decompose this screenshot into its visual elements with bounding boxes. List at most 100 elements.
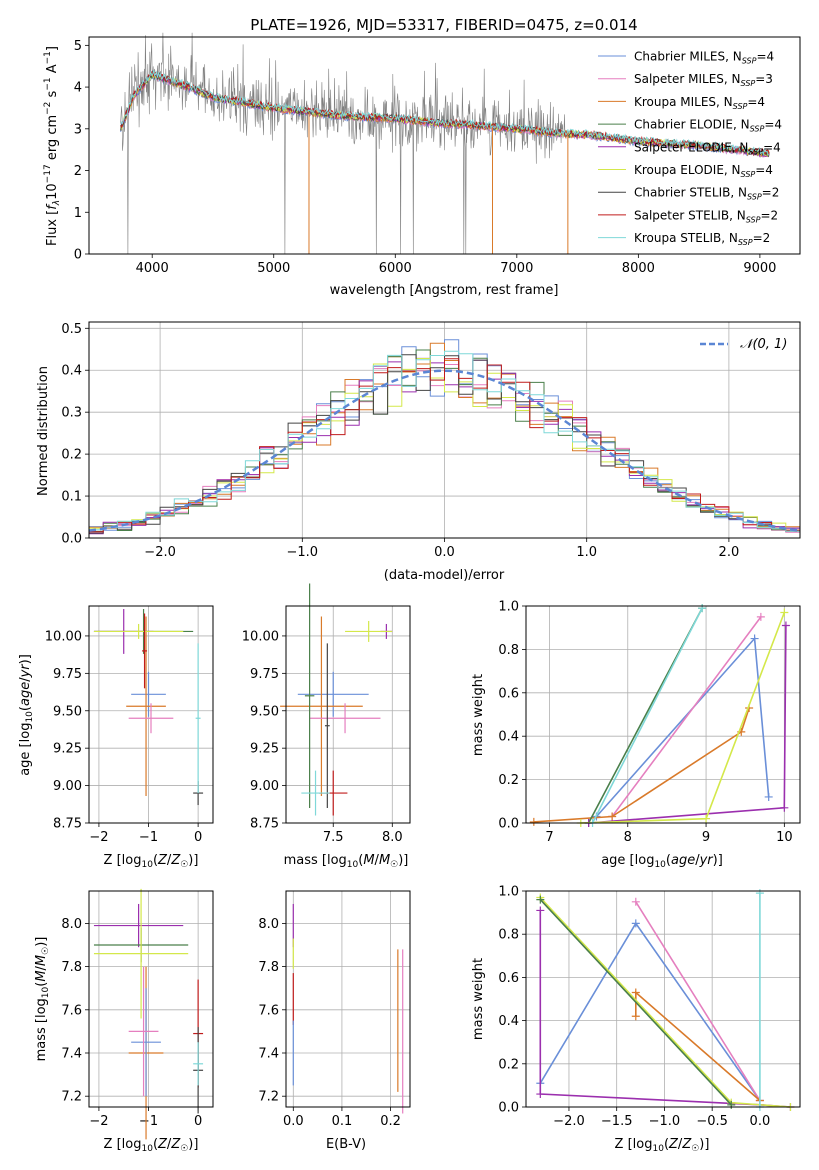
y-tick-label: 1 [74,206,82,221]
weight-marker [536,895,545,904]
x-tick-label: 0.2 [380,1114,401,1129]
y-tick-label: 0.8 [498,928,519,943]
legend-label: Chabrier STELIB, NSSP=2 [634,186,779,202]
x-tick-label: −2.0 [553,1114,585,1129]
y-tick-label: 9.25 [53,742,82,757]
y-tick-label: 8.75 [53,817,82,832]
y-tick-label: 0.0 [61,532,82,547]
weight-marker [755,889,764,898]
age-vs-Z-panel: −2 −1 0 8.75 9.00 9.25 9.50 9.75 10.00 Z [log10(… [18,605,214,870]
weight-line [635,990,761,1102]
mass-vs-Z-panel: −2 −1 0 7.2 7.4 7.6 7.8 8.0 Z [log10(Z/Z☉)] mas… [34,888,214,1154]
axes-frame [285,890,411,1108]
y-tick-label: 7.2 [258,1090,279,1105]
y-tick-label: 0.5 [61,322,82,337]
y-tick-label: 0.8 [498,643,519,658]
spectrum-xlabel: wavelength [Angstrom, rest frame] [330,283,559,298]
y-tick-label: 0 [74,248,82,263]
axes-frame [525,890,801,1108]
weight-line [533,707,750,823]
y-tick-label: 9.75 [250,667,279,682]
age-Z-xlabel: Z [log10(Z/Z☉)] [104,853,199,870]
spectrum-legend: Chabrier MILES, NSSP=4 Salpeter MILES, NS… [598,50,782,247]
weight-marker [750,634,759,643]
y-tick-label: 4 [74,81,82,96]
weight-age-xlabel: age [log10(age/yr)] [601,853,723,870]
residuals-legend-label: 𝒩(0, 1) [740,337,787,352]
age-mass-xlabel: mass [log10(M/M☉)] [284,853,409,870]
weight-line [611,616,762,817]
spectrum-panel: PLATE=1926, MJD=53317, FIBERID=0475, z=0… [43,16,801,298]
weight-marker [702,814,711,823]
weight-marker [536,1090,545,1099]
weight-marker [608,812,617,821]
weight-line [539,896,791,1108]
legend-label: Kroupa MILES, NSSP=4 [634,95,765,111]
y-tick-label: 0.2 [498,773,519,788]
y-tick-label: 2 [74,164,82,179]
x-tick-label: −1 [139,1114,158,1129]
y-tick-label: 0.3 [61,406,82,421]
y-tick-label: 9.75 [53,667,82,682]
y-tick-label: 7.6 [61,1003,82,1018]
y-tick-label: 1.0 [498,885,519,900]
x-tick-label: 8000 [622,261,655,276]
model-line [120,70,770,156]
x-tick-label: 7.5 [323,830,344,845]
y-tick-label: 1.0 [498,600,519,615]
age-vs-mass-panel: 7.5 8.0 8.75 9.00 9.25 9.50 9.75 10.00 mass [lo… [242,583,411,870]
axes-frame [525,605,801,824]
y-tick-label: 0.6 [498,971,519,986]
axes-frame [88,890,214,1108]
y-tick-label: 7.6 [258,1003,279,1018]
x-tick-label: 0.0 [283,1114,304,1129]
x-tick-label: 0.1 [332,1114,353,1129]
y-tick-label: 3 [74,122,82,137]
y-tick-label: 9.00 [53,779,82,794]
weight-marker [780,608,789,617]
y-tick-label: 7.8 [258,960,279,975]
x-tick-label: −0.5 [696,1114,728,1129]
weight-vs-Z-panel: −2.0 −1.5 −1.0 −0.5 0.0 0.0 0.2 0.4 0.6 0.8 1.0 Z … [471,885,801,1154]
x-tick-label: −1.0 [649,1114,681,1129]
y-tick-label: 7.8 [61,960,82,975]
spectrum-title: PLATE=1926, MJD=53317, FIBERID=0475, z=0… [250,16,637,34]
weight-marker [631,1012,640,1021]
axes-frame [88,36,801,255]
weight-marker [781,621,790,630]
y-tick-label: 8.75 [250,817,279,832]
y-tick-label: 0.0 [498,1101,519,1116]
y-tick-label: 7.4 [61,1047,82,1062]
legend-label: Salpeter ELODIE, NSSP=4 [634,140,781,156]
weight-marker [536,906,545,915]
y-tick-label: 9.00 [250,779,279,794]
y-tick-label: 0.4 [498,730,519,745]
legend-label: Salpeter MILES, NSSP=3 [634,72,773,88]
x-tick-label: −1.5 [601,1114,633,1129]
x-tick-label: −1 [139,830,158,845]
legend-label: Kroupa STELIB, NSSP=2 [634,231,770,247]
weight-Z-ylabel: mass weight [471,958,486,1040]
y-tick-label: 9.25 [250,742,279,757]
residuals-panel: −2.0 −1.0 0.0 1.0 2.0 0.0 0.1 0.2 0.3 0.4 0.5 (dat… [36,321,801,583]
mass-Z-xlabel: Z [log10(Z/Z☉)] [104,1137,199,1154]
y-tick-label: 0.4 [61,364,82,379]
weight-marker [631,988,640,997]
histogram-series [89,350,800,532]
axes-frame [88,321,801,539]
x-tick-label: 6000 [379,261,412,276]
x-tick-label: 0.0 [434,545,455,560]
weight-line [539,921,761,1101]
x-tick-label: 5000 [257,261,290,276]
y-tick-label: 0.2 [61,448,82,463]
spectrum-ylabel: Flux [fλ10−17 erg cm−2 s−1 A−1] [43,46,62,246]
weight-line [591,607,703,824]
weight-age-ylabel: mass weight [471,674,486,756]
x-tick-label: 4000 [136,261,169,276]
x-tick-label: 10 [776,830,793,845]
x-tick-label: −2 [89,830,108,845]
x-tick-label: −2.0 [144,545,176,560]
x-tick-label: 8 [624,830,632,845]
x-tick-label: −2 [89,1114,108,1129]
